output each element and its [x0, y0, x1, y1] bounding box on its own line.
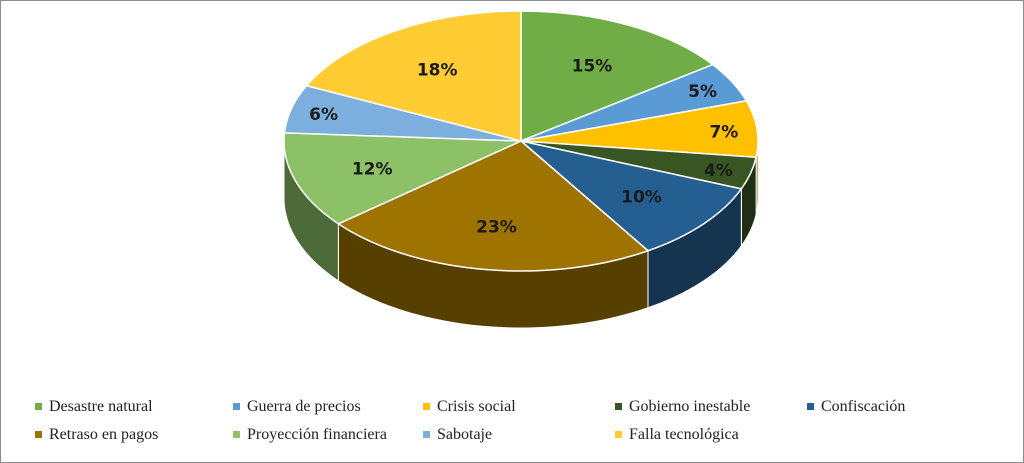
legend-swatch-icon	[615, 402, 622, 410]
data-label-guerra-de-precios: 5%	[688, 82, 717, 102]
legend-label: Desastre natural	[49, 398, 153, 415]
pie-top-faces	[283, 10, 759, 272]
legend-label: Proyección financiera	[247, 426, 387, 443]
data-label-retraso-en-pagos: 23%	[476, 218, 517, 238]
slice-crisis-social	[520, 100, 759, 159]
legend-swatch-icon	[807, 402, 814, 410]
data-label-desastre-natural: 15%	[572, 57, 613, 77]
data-label-sabotaje: 6%	[309, 105, 338, 125]
slice-falla-tecnologica	[305, 10, 522, 142]
data-label-falla-tecnologica: 18%	[417, 61, 458, 81]
legend-swatch-icon	[35, 430, 42, 438]
legend-label: Confiscación	[821, 398, 906, 415]
data-label-proyeccion-financiera: 12%	[352, 160, 393, 180]
slice-retraso-en-pagos	[336, 140, 650, 272]
legend-item-crisis-social: Crisis social	[423, 396, 516, 418]
legend-item-guerra-de-precios: Guerra de precios	[233, 396, 361, 418]
legend-item-confiscacion: Confiscación	[807, 396, 905, 418]
legend-swatch-icon	[233, 430, 240, 438]
legend: Desastre natural Guerra de precios Crisis …	[35, 396, 995, 456]
legend-label: Sabotaje	[437, 426, 493, 443]
legend-label: Gobierno inestable	[629, 398, 751, 415]
legend-swatch-icon	[35, 402, 42, 410]
legend-swatch-icon	[423, 430, 430, 438]
data-label-confiscacion: 10%	[621, 188, 662, 208]
data-labels: 15% 5% 7% 4% 10% 23% 12% 6% 18%	[309, 57, 738, 238]
legend-item-gobierno-inestable: Gobierno inestable	[615, 396, 750, 418]
legend-swatch-icon	[233, 402, 240, 410]
legend-label: Guerra de precios	[247, 398, 361, 415]
legend-item-sabotaje: Sabotaje	[423, 424, 492, 446]
legend-item-retraso-en-pagos: Retraso en pagos	[35, 424, 158, 446]
legend-item-desastre-natural: Desastre natural	[35, 396, 153, 418]
pie-side-walls	[283, 140, 759, 329]
slice-desastre-natural	[520, 10, 715, 143]
slice-confiscacion	[520, 140, 743, 252]
legend-label: Falla tecnológica	[629, 426, 739, 443]
legend-swatch-icon	[423, 402, 430, 410]
slice-proyeccion-financiera	[283, 132, 522, 225]
legend-item-proyeccion-financiera: Proyección financiera	[233, 424, 387, 446]
legend-label: Retraso en pagos	[49, 426, 159, 443]
data-label-crisis-social: 7%	[709, 123, 738, 143]
legend-swatch-icon	[615, 430, 622, 438]
legend-label: Crisis social	[437, 398, 516, 415]
legend-item-falla-tecnologica: Falla tecnológica	[615, 424, 739, 446]
data-label-gobierno-inestable: 4%	[704, 161, 733, 181]
